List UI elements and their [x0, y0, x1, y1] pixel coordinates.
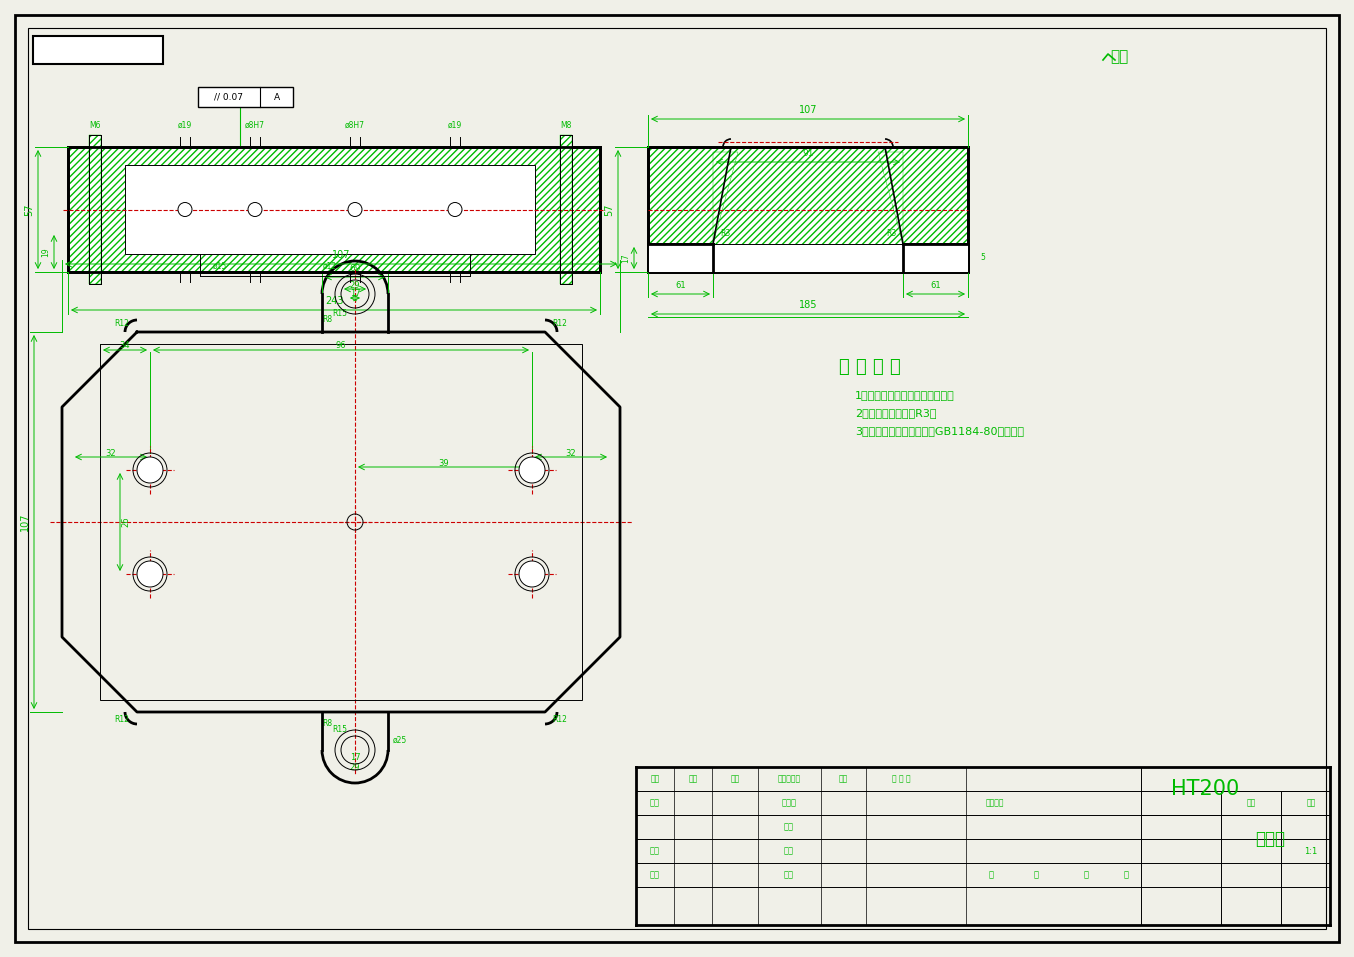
Text: 96: 96 [336, 341, 347, 349]
Text: ø12: ø12 [324, 261, 337, 271]
Text: 57: 57 [24, 203, 34, 215]
Text: 32: 32 [566, 449, 577, 457]
Text: R8: R8 [322, 720, 332, 728]
Text: 17: 17 [349, 290, 360, 299]
Text: 第: 第 [1083, 871, 1089, 879]
Text: 26: 26 [122, 517, 130, 527]
Text: 比例: 比例 [1307, 798, 1316, 808]
Text: A: A [274, 93, 280, 101]
Text: R12: R12 [115, 320, 130, 328]
Text: ø25: ø25 [393, 736, 408, 745]
Text: HT200: HT200 [1171, 779, 1240, 798]
Text: 243: 243 [325, 296, 344, 306]
Circle shape [519, 457, 546, 483]
Text: // 0.07: // 0.07 [214, 93, 244, 101]
Bar [125, 165, 535, 254]
Text: 技 术 要 求: 技 术 要 求 [839, 358, 900, 376]
Text: 批准: 批准 [784, 871, 793, 879]
Circle shape [177, 203, 192, 216]
Bar [714, 244, 903, 272]
Text: 61: 61 [930, 281, 941, 290]
Text: R8: R8 [322, 316, 332, 324]
Text: 标准化: 标准化 [781, 798, 796, 808]
Text: 29: 29 [349, 764, 360, 772]
Text: 学号: 学号 [784, 847, 793, 856]
Text: M6: M6 [89, 121, 100, 129]
Text: 91: 91 [803, 149, 814, 158]
Bar [198, 87, 292, 107]
Bar [32, 36, 162, 64]
Bar [649, 147, 968, 272]
Circle shape [519, 561, 546, 587]
Circle shape [448, 203, 462, 216]
Text: 工艺: 工艺 [650, 871, 659, 879]
Text: 分区: 分区 [730, 774, 739, 784]
Text: 107: 107 [20, 513, 30, 531]
Bar [89, 135, 102, 284]
Text: 17: 17 [621, 254, 630, 263]
Text: 61: 61 [676, 281, 686, 290]
Text: 设计: 设计 [650, 798, 659, 808]
Bar [903, 244, 968, 272]
Text: 5: 5 [980, 254, 986, 262]
Text: R15: R15 [333, 725, 348, 735]
Circle shape [248, 203, 263, 216]
Text: 更改文件号: 更改文件号 [777, 774, 800, 784]
Text: 阶段标记: 阶段标记 [986, 798, 1005, 808]
Text: ø8H7: ø8H7 [245, 121, 265, 129]
Text: 107: 107 [332, 250, 351, 260]
Bar [649, 244, 714, 272]
Text: 32: 32 [106, 449, 116, 457]
Text: 185: 185 [799, 300, 818, 310]
Text: 2、未注明圆角均为R3；: 2、未注明圆角均为R3； [854, 408, 937, 418]
Text: 1:1: 1:1 [1304, 847, 1317, 856]
Polygon shape [714, 152, 738, 244]
Text: 34: 34 [119, 341, 130, 349]
Text: R3: R3 [886, 230, 896, 238]
Text: R3: R3 [720, 230, 730, 238]
Text: 处数: 处数 [688, 774, 697, 784]
Bar [561, 135, 571, 284]
Text: 39: 39 [439, 458, 448, 468]
Bar [100, 344, 582, 700]
Text: 19: 19 [41, 247, 50, 256]
Text: 描绘: 描绘 [784, 822, 793, 832]
Text: ø19: ø19 [177, 121, 192, 129]
Text: 1、零件加工表面上不应有划痕；: 1、零件加工表面上不应有划痕； [854, 390, 955, 400]
Circle shape [348, 203, 362, 216]
Text: 29: 29 [349, 280, 360, 290]
Text: 夹具体: 夹具体 [1255, 830, 1285, 848]
Text: 共: 共 [988, 871, 994, 879]
Polygon shape [877, 152, 903, 244]
Text: 标记: 标记 [650, 774, 659, 784]
Text: R12: R12 [552, 716, 567, 724]
Bar [68, 147, 600, 272]
Text: ø15: ø15 [213, 261, 227, 271]
Circle shape [137, 457, 162, 483]
Text: 57: 57 [604, 203, 613, 215]
Text: 张: 张 [1033, 871, 1039, 879]
Text: ø19: ø19 [448, 121, 462, 129]
Text: 张: 张 [1124, 871, 1128, 879]
Text: 其余: 其余 [1110, 50, 1128, 64]
Text: 3、未注明形状公差应符合GB1184-80的要求。: 3、未注明形状公差应符合GB1184-80的要求。 [854, 426, 1024, 436]
Text: 年 月 日: 年 月 日 [892, 774, 910, 784]
Text: 69: 69 [349, 264, 360, 273]
Text: 17: 17 [349, 752, 360, 762]
Text: 审核: 审核 [650, 847, 659, 856]
Text: ø8H7: ø8H7 [345, 121, 366, 129]
Text: R12: R12 [115, 716, 130, 724]
Text: M8: M8 [561, 121, 571, 129]
Circle shape [137, 561, 162, 587]
Text: 签名: 签名 [838, 774, 848, 784]
Text: 107: 107 [799, 105, 818, 115]
Text: 重量: 重量 [1247, 798, 1255, 808]
Text: R15: R15 [333, 309, 348, 319]
Text: R12: R12 [552, 320, 567, 328]
